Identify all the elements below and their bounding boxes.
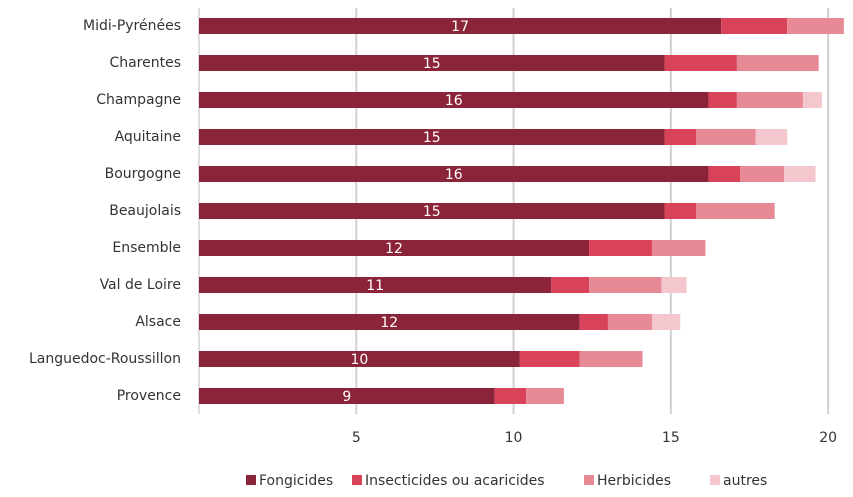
value-label: 17	[451, 19, 469, 35]
value-label: 11	[366, 278, 384, 294]
bar-segment	[589, 240, 652, 256]
bar-segment	[579, 351, 643, 367]
bar-segment	[664, 203, 697, 219]
bar-segment	[787, 18, 844, 34]
bar-segment	[494, 388, 527, 404]
bar-segment	[199, 240, 590, 256]
legend-label: autres	[723, 473, 767, 489]
y-tick-label: Bourgogne	[105, 166, 181, 182]
bar-segment	[802, 92, 822, 108]
bar-segment	[740, 166, 785, 182]
bar-segment	[664, 55, 737, 71]
y-tick-label: Ensemble	[112, 240, 181, 256]
y-tick-label: Champagne	[96, 92, 181, 108]
legend-swatch	[584, 475, 594, 485]
y-tick-label: Provence	[117, 388, 181, 404]
x-tick-label: 10	[505, 430, 523, 446]
y-tick-label: Alsace	[135, 314, 181, 330]
x-tick-label: 20	[819, 430, 837, 446]
value-label: 15	[423, 204, 441, 220]
value-label: 16	[445, 167, 463, 183]
value-label: 15	[423, 130, 441, 146]
value-label: 16	[445, 93, 463, 109]
y-tick-label: Val de Loire	[100, 277, 181, 293]
y-tick-label: Languedoc-Roussillon	[29, 351, 181, 367]
bar-segment	[199, 351, 520, 367]
value-label: 15	[423, 56, 441, 72]
bar-segment	[708, 92, 737, 108]
y-tick-label: Midi-Pyrénées	[83, 18, 181, 34]
bar-segment	[607, 314, 652, 330]
x-tick-label: 15	[662, 430, 680, 446]
bar-segment	[651, 240, 706, 256]
y-tick-label: Beaujolais	[109, 203, 181, 219]
bar-segment	[651, 314, 681, 330]
bar-segment	[199, 55, 665, 71]
bar-segment	[199, 277, 552, 293]
legend-label: Herbicides	[597, 473, 671, 489]
bar-segment	[519, 351, 580, 367]
value-label: 12	[385, 241, 403, 257]
bar-segment	[664, 129, 697, 145]
bar-segment	[721, 18, 788, 34]
bar-segment	[199, 203, 665, 219]
value-label: 9	[342, 389, 351, 405]
bar-segment	[736, 92, 803, 108]
bar-segment	[199, 166, 709, 182]
bar-segment	[784, 166, 816, 182]
bar-segment	[696, 203, 775, 219]
value-label: 10	[351, 352, 369, 368]
legend-label: Fongicides	[259, 473, 333, 489]
legend-swatch	[352, 475, 362, 485]
bar-segment	[199, 129, 665, 145]
bar-segment	[589, 277, 662, 293]
y-tick-label: Aquitaine	[115, 129, 181, 145]
bar-segment	[199, 388, 495, 404]
bar-segment	[661, 277, 687, 293]
bar-segment	[736, 55, 819, 71]
bar-segment	[551, 277, 590, 293]
legend-swatch	[710, 475, 720, 485]
value-label: 12	[380, 315, 398, 331]
bar-segment	[696, 129, 756, 145]
bar-segment	[755, 129, 788, 145]
bar-segment	[526, 388, 564, 404]
bar-segment	[708, 166, 741, 182]
bar-segment	[579, 314, 608, 330]
x-tick-label: 5	[352, 430, 361, 446]
legend-label: Insecticides ou acaricides	[365, 473, 545, 489]
legend-swatch	[246, 475, 256, 485]
y-tick-label: Charentes	[109, 55, 181, 71]
bar-segment	[199, 314, 580, 330]
bar-segment	[199, 92, 709, 108]
bar-segment	[199, 18, 722, 34]
